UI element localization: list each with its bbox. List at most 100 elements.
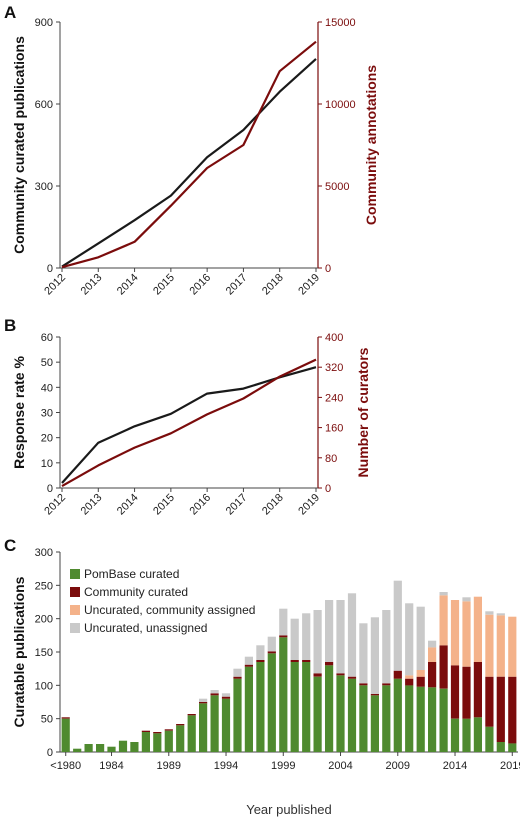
chart-c-bar-pombase-curated <box>279 637 288 752</box>
chart-c-bar-pombase-curated <box>118 740 128 752</box>
chart-c-bar-uncurated-community-assigned <box>508 616 517 677</box>
chart-b-x-tick-label: 2017 <box>224 492 250 518</box>
chart-c-legend-swatch <box>70 623 80 633</box>
chart-c-bar-uncurated-community-assigned <box>428 647 437 662</box>
chart-c-legend-swatch <box>70 605 80 615</box>
chart-c-bar-pombase-curated <box>347 678 357 752</box>
chart-c-bar-community-curated <box>61 717 70 719</box>
chart-a-x-tick-label: 2013 <box>79 272 105 298</box>
chart-b-right-tick-label: 320 <box>325 362 343 374</box>
chart-c-bar-uncurated-unassigned <box>496 613 505 616</box>
chart-c-bar-pombase-curated <box>130 742 139 752</box>
chart-c-bar-pombase-curated <box>496 742 505 752</box>
chart-c-legend-label: PomBase curated <box>84 567 179 581</box>
chart-c-bar-uncurated-community-assigned <box>405 675 414 679</box>
chart-c-bar-pombase-curated <box>187 715 196 752</box>
chart-a-left-tick-label: 300 <box>35 181 53 193</box>
chart-c-bar-pombase-curated <box>473 717 482 752</box>
chart-c: 0 50 100 150 200 250 300 <1980 1984 1989 1994 1999 2… <box>11 547 520 817</box>
chart-c-bar-pombase-curated <box>325 665 334 752</box>
chart-a-x-tick-label: 2014 <box>115 272 141 298</box>
chart-c-bar-pombase-curated <box>256 662 265 752</box>
chart-c-bar-uncurated-unassigned <box>199 698 208 702</box>
chart-c-bar-pombase-curated <box>336 675 345 752</box>
chart-c-bar-pombase-curated <box>313 676 322 752</box>
chart-c-x-tick-label: 1984 <box>99 760 123 772</box>
chart-c-bar-community-curated <box>141 730 150 732</box>
chart-c-legend-label: Community curated <box>84 585 188 599</box>
chart-c-bar-uncurated-community-assigned <box>462 601 471 667</box>
chart-b-right-tick-label: 160 <box>325 423 343 435</box>
chart-c-bar-community-curated <box>428 662 437 688</box>
chart-c-bar-pombase-curated <box>244 666 253 752</box>
chart-c-bar-community-curated <box>256 660 265 662</box>
chart-c-bar-pombase-curated <box>382 685 391 752</box>
chart-c-bar-pombase-curated <box>233 678 242 752</box>
chart-c-bar-community-curated <box>267 651 276 654</box>
chart-a-y-axis-label: Community curated publications <box>11 36 27 254</box>
chart-c-bar-uncurated-unassigned <box>393 580 402 671</box>
chart-c-bar-pombase-curated <box>176 725 185 752</box>
chart-b-right-tick-label: 240 <box>325 392 343 404</box>
chart-c-bar-pombase-curated <box>153 733 162 752</box>
chart-b-y-axis-label: Response rate % <box>11 356 27 469</box>
chart-c-y-tick-label: 50 <box>41 714 53 726</box>
chart-c-y-tick-label: 100 <box>35 680 53 692</box>
chart-c-bar-uncurated-unassigned <box>382 610 391 684</box>
chart-c-bar-pombase-curated <box>462 718 471 752</box>
chart-c-bar-uncurated-community-assigned <box>439 595 448 646</box>
chart-c-bar-pombase-curated <box>508 743 517 752</box>
chart-c-y-tick-label: 200 <box>35 614 53 626</box>
chart-c-x-tick-label: 2014 <box>443 760 467 772</box>
chart-c-bar-pombase-curated <box>485 726 494 752</box>
chart-c-bar-pombase-curated <box>164 730 173 752</box>
chart-c-bar-community-curated <box>508 676 517 744</box>
chart-c-bar-community-curated <box>485 676 494 727</box>
chart-c-bar-uncurated-unassigned <box>336 600 345 674</box>
chart-c-bar-community-curated <box>290 660 299 662</box>
chart-c-bar-community-curated <box>233 676 242 679</box>
chart-c-bar-pombase-curated <box>359 685 368 752</box>
chart-c-y-axis-label: Curatable publications <box>11 576 27 727</box>
chart-c-bar-uncurated-unassigned <box>313 610 322 674</box>
chart-c-bar-community-curated <box>439 645 448 689</box>
chart-c-bar-community-curated <box>496 676 505 742</box>
chart-c-y-tick-label: 250 <box>35 580 53 592</box>
chart-c-legend-label: Uncurated, unassigned <box>84 621 207 635</box>
chart-c-bar-uncurated-community-assigned <box>496 615 505 677</box>
chart-a-series-red-line <box>61 40 317 269</box>
panel-letter-a: A <box>4 3 16 22</box>
chart-b-x-tick-label: 2015 <box>151 492 177 518</box>
chart-b-x-tick-label: 2019 <box>296 492 322 518</box>
chart-c-bar-uncurated-unassigned <box>302 613 311 660</box>
chart-a-left-tick-label: 900 <box>35 17 53 29</box>
chart-c-bar-pombase-curated <box>302 662 311 752</box>
chart-b-x-tick-label: 2014 <box>115 492 141 518</box>
chart-c-bar-community-curated <box>199 702 208 704</box>
chart-c-bar-pombase-curated <box>267 653 276 752</box>
chart-c-bar-community-curated <box>164 729 173 731</box>
chart-c-bar-community-curated <box>473 662 482 718</box>
chart-b-x-tick-label: 2013 <box>79 492 105 518</box>
chart-b-right-tick-label: 80 <box>325 453 337 465</box>
chart-a-right-tick-label: 5000 <box>325 181 349 193</box>
chart-c-y-tick-label: 0 <box>47 747 53 759</box>
chart-c-bar-uncurated-unassigned <box>290 618 299 660</box>
chart-c-x-tick-label: 1989 <box>157 760 181 772</box>
chart-c-bar-pombase-curated <box>405 685 414 752</box>
chart-c-bar-pombase-curated <box>290 662 299 752</box>
chart-c-bar-pombase-curated <box>439 688 448 752</box>
chart-c-bar-community-curated <box>153 732 162 734</box>
chart-a-right-tick-label: 10000 <box>325 99 356 111</box>
chart-c-x-tick-label: 2004 <box>328 760 352 772</box>
chart-b-left-tick-label: 20 <box>41 433 53 445</box>
chart-a-left-tick-label: 0 <box>47 263 53 275</box>
chart-c-bar-community-curated <box>187 714 196 716</box>
chart-c-bar-community-curated <box>221 696 231 699</box>
chart-c-bar-pombase-curated <box>141 732 150 752</box>
chart-c-bar-uncurated-unassigned <box>462 597 471 602</box>
chart-c-bar-uncurated-unassigned <box>439 592 448 596</box>
chart-a-y2-axis-label: Community annotations <box>363 65 379 225</box>
chart-c-bar-pombase-curated <box>393 678 402 752</box>
